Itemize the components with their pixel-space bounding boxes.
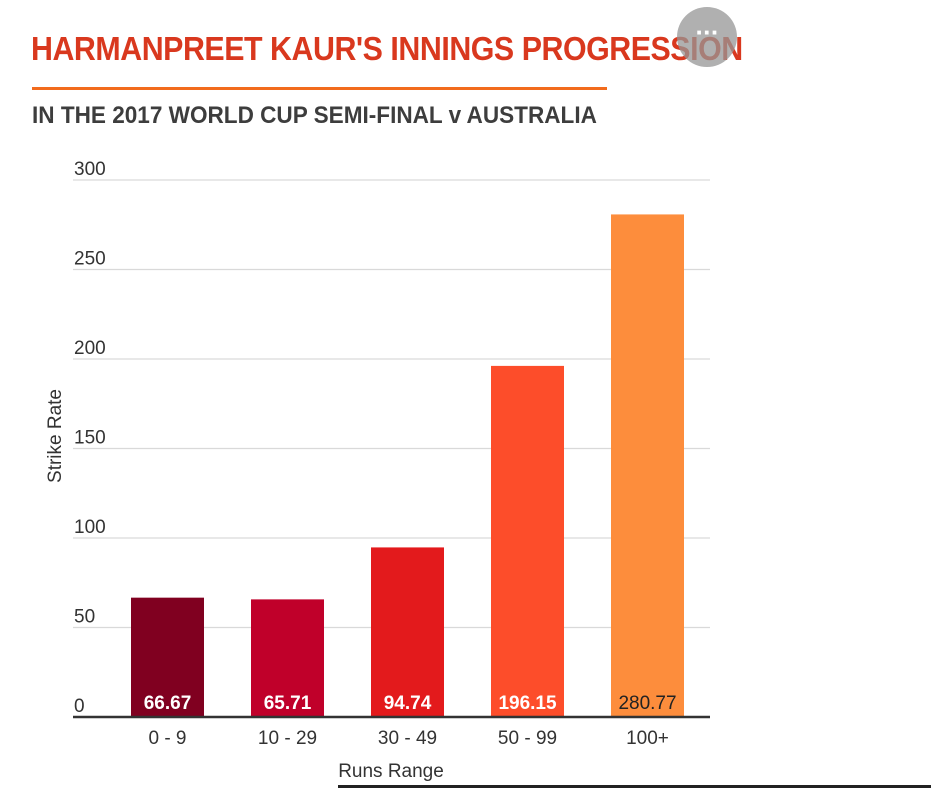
x-tick-labels: 0 - 9 10 - 29 30 - 49 50 - 99 100+ <box>148 728 668 749</box>
x-tick-label: 50 - 99 <box>498 728 557 749</box>
value-label: 65.71 <box>264 693 312 714</box>
y-tick-label: 200 <box>74 338 106 359</box>
bar <box>491 365 564 717</box>
value-label: 280.77 <box>618 693 676 714</box>
more-dots-icon: ··· <box>695 17 720 47</box>
x-tick-label: 0 - 9 <box>148 728 186 749</box>
y-tick-label: 250 <box>74 249 106 270</box>
chart-title: HARMANPREET KAUR'S INNINGS PROGRESSION <box>31 30 743 67</box>
y-tick-label: 0 <box>74 696 85 717</box>
bars <box>131 214 684 718</box>
bar <box>371 547 444 717</box>
bottom-border <box>338 785 931 788</box>
y-tick-label: 100 <box>74 517 106 538</box>
value-label: 66.67 <box>144 693 192 714</box>
chart-subtitle: IN THE 2017 WORLD CUP SEMI-FINAL v AUSTR… <box>32 102 597 129</box>
y-tick-label: 150 <box>74 428 106 449</box>
y-axis-label: Strike Rate <box>45 389 66 483</box>
value-label: 196.15 <box>498 693 557 714</box>
bar <box>611 214 684 718</box>
x-tick-label: 100+ <box>626 728 669 749</box>
value-labels: 66.67 65.71 94.74 196.15 280.77 <box>144 693 677 714</box>
more-options-button[interactable]: ··· <box>677 7 737 67</box>
y-tick-label: 300 <box>74 159 106 180</box>
y-tick-label: 50 <box>74 607 95 628</box>
x-tick-label: 10 - 29 <box>258 728 317 749</box>
x-tick-label: 30 - 49 <box>378 728 437 749</box>
y-tick-labels: 0 50 100 150 200 250 300 <box>74 159 106 717</box>
bar <box>251 599 324 717</box>
title-underline <box>32 87 607 90</box>
bar <box>131 597 204 717</box>
value-label: 94.74 <box>384 693 432 714</box>
x-axis-label: Runs Range <box>338 761 444 782</box>
